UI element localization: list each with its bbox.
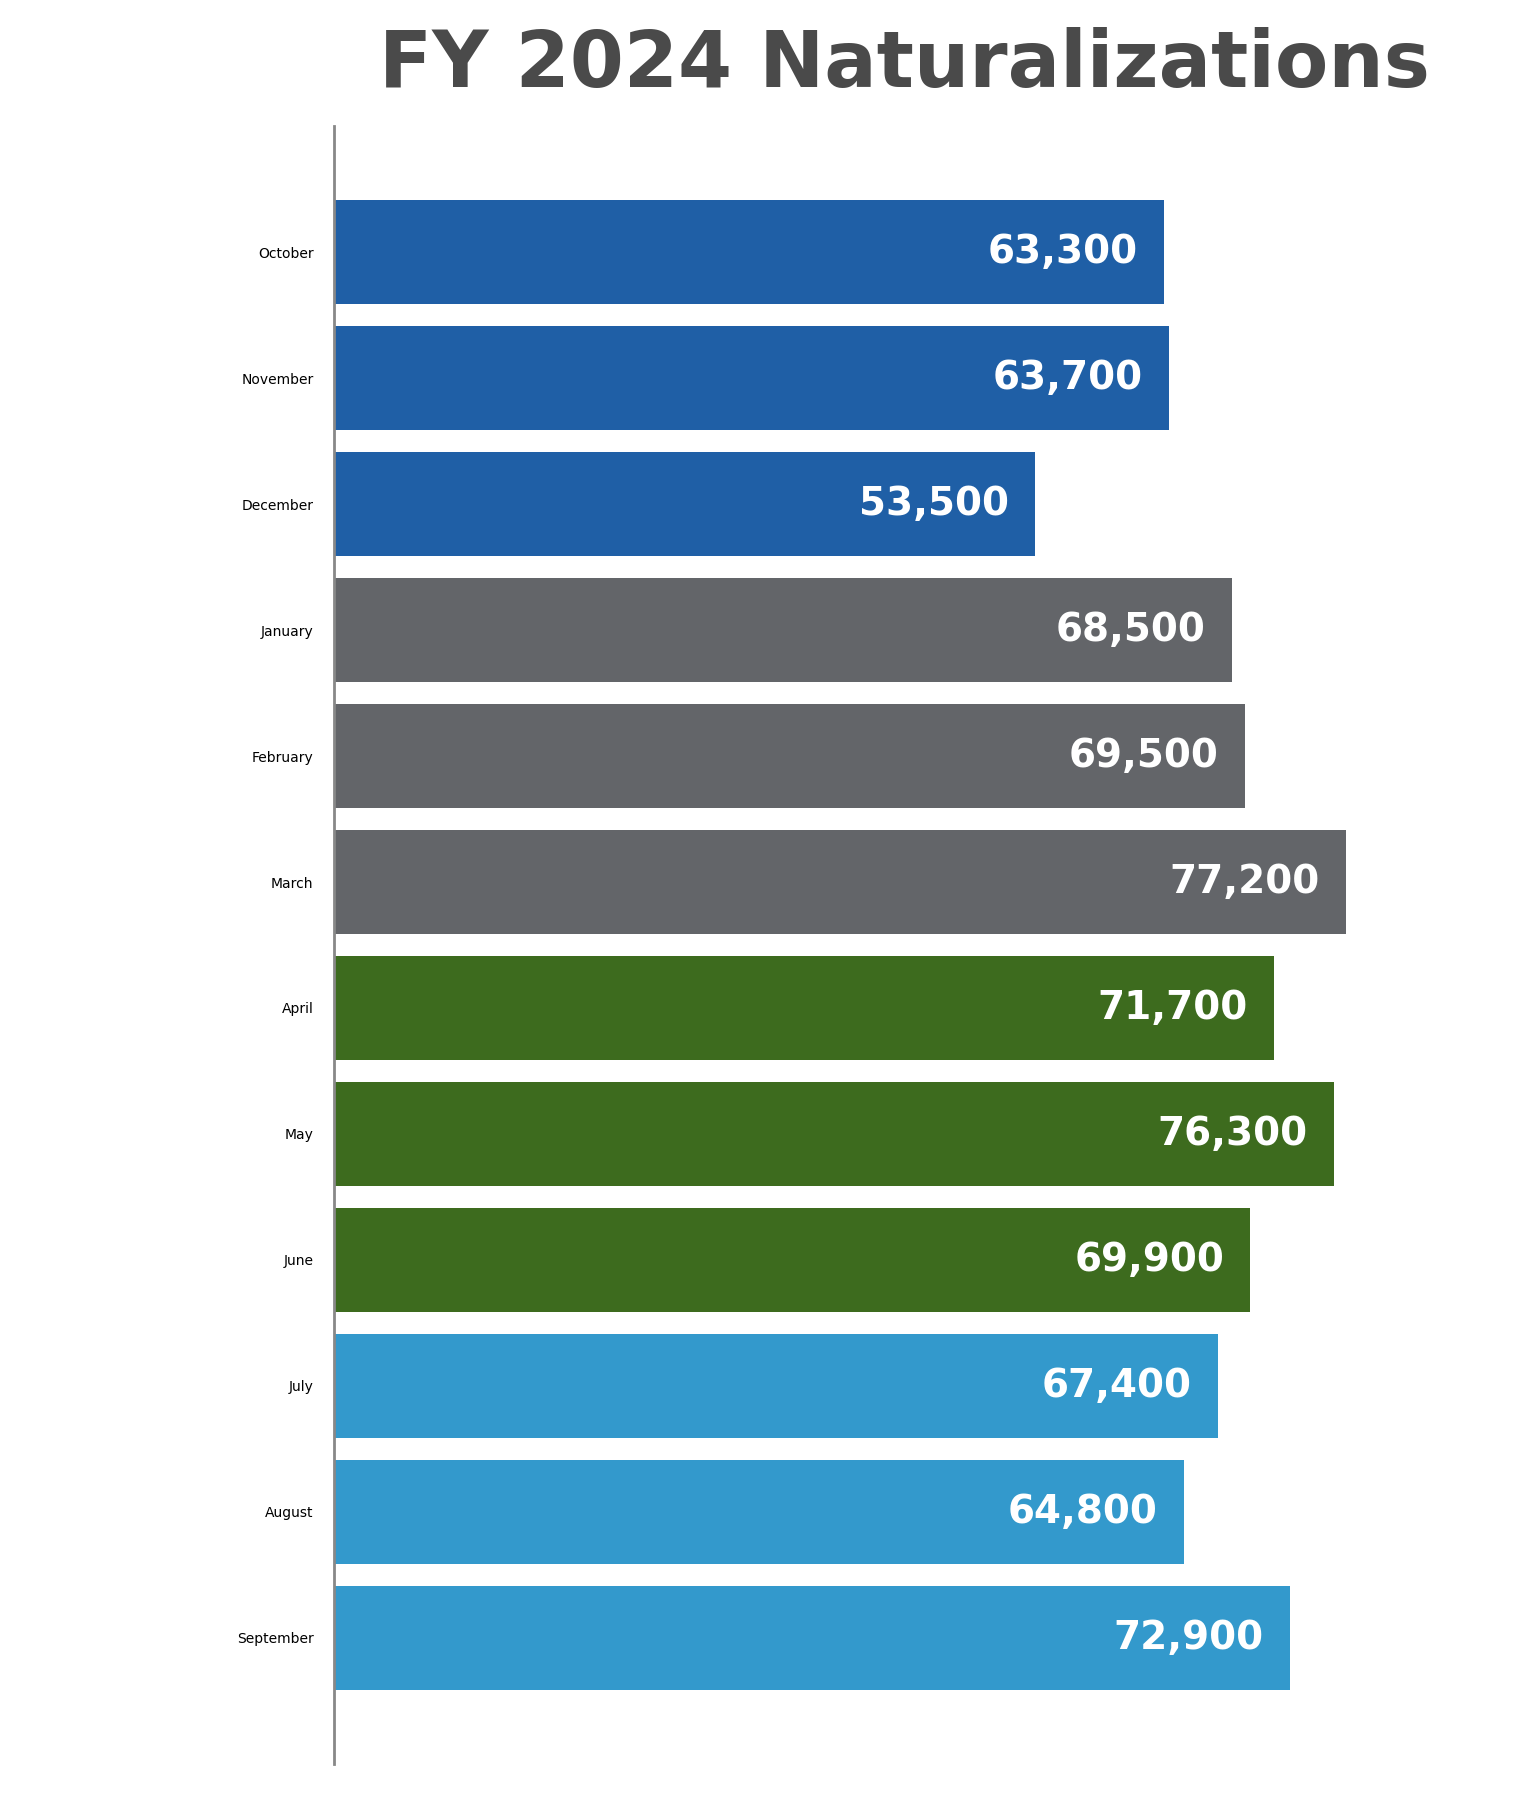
Text: 76,300: 76,300 — [1158, 1114, 1309, 1154]
Bar — [334, 956, 1274, 1060]
Bar — [334, 452, 1035, 556]
Bar — [334, 830, 1347, 934]
Text: 77,200: 77,200 — [1169, 862, 1319, 902]
Text: 63,300: 63,300 — [988, 234, 1137, 272]
Text: 53,500: 53,500 — [859, 484, 1009, 524]
Text: 68,500: 68,500 — [1056, 610, 1205, 650]
Bar — [334, 1208, 1251, 1312]
Bar — [334, 200, 1164, 304]
Bar — [334, 704, 1245, 808]
Bar — [334, 578, 1233, 682]
Bar — [334, 1586, 1289, 1690]
Bar — [334, 1334, 1218, 1438]
Text: 69,500: 69,500 — [1069, 736, 1219, 776]
Bar — [334, 1082, 1335, 1186]
Text: 67,400: 67,400 — [1041, 1366, 1192, 1406]
Bar — [334, 326, 1169, 430]
Bar — [334, 1460, 1184, 1564]
Text: 71,700: 71,700 — [1097, 988, 1248, 1028]
Text: 64,800: 64,800 — [1008, 1492, 1157, 1532]
Title: FY 2024 Naturalizations: FY 2024 Naturalizations — [378, 27, 1430, 103]
Text: 63,700: 63,700 — [993, 358, 1143, 398]
Text: 69,900: 69,900 — [1075, 1240, 1224, 1280]
Text: 72,900: 72,900 — [1113, 1618, 1263, 1656]
